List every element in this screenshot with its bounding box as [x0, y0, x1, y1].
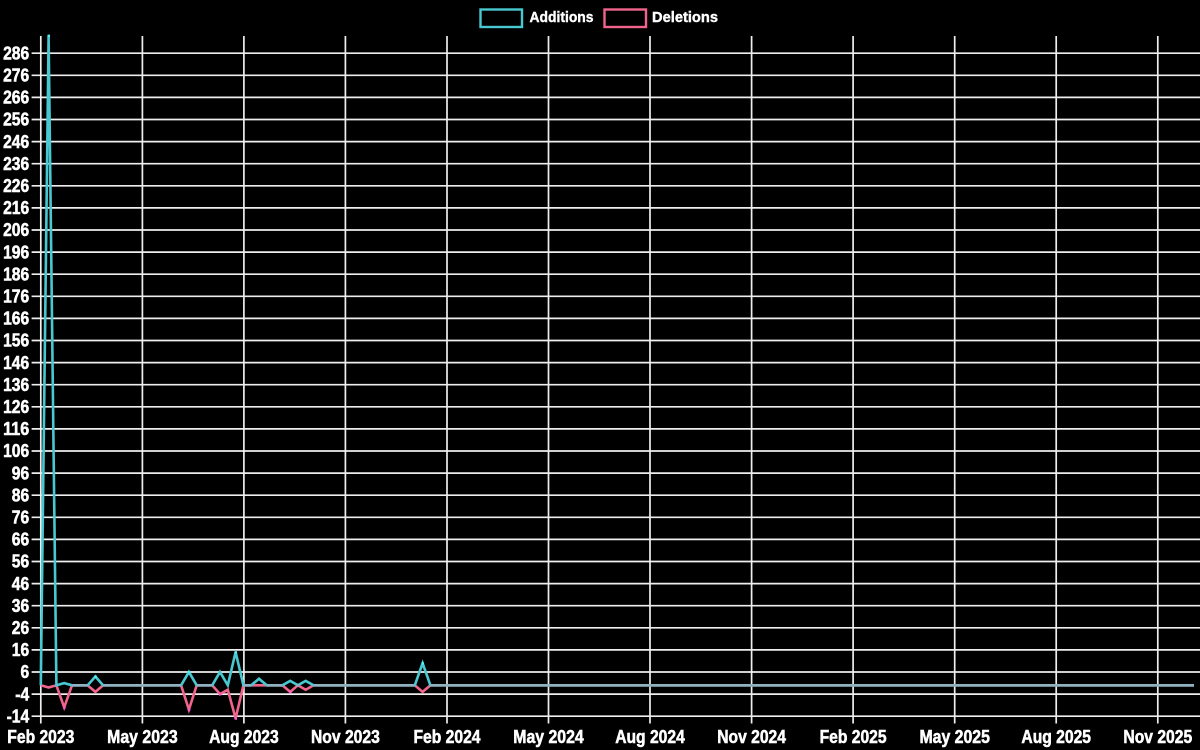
svg-text:Feb 2023: Feb 2023	[7, 727, 74, 747]
svg-text:136: 136	[3, 375, 29, 395]
svg-text:266: 266	[3, 88, 29, 108]
svg-text:May 2024: May 2024	[513, 727, 584, 747]
svg-text:276: 276	[3, 66, 29, 86]
svg-text:Nov 2024: Nov 2024	[717, 727, 786, 747]
svg-text:236: 236	[3, 154, 29, 174]
svg-text:6: 6	[21, 662, 30, 682]
svg-text:Additions: Additions	[530, 10, 594, 26]
svg-text:126: 126	[3, 397, 29, 417]
svg-text:Nov 2025: Nov 2025	[1123, 727, 1192, 747]
svg-text:96: 96	[12, 463, 29, 483]
svg-text:Aug 2023: Aug 2023	[209, 727, 279, 747]
svg-text:Aug 2025: Aug 2025	[1021, 727, 1091, 747]
svg-text:May 2023: May 2023	[107, 727, 178, 747]
svg-text:16: 16	[12, 640, 29, 660]
svg-text:226: 226	[3, 176, 29, 196]
svg-text:216: 216	[3, 198, 29, 218]
svg-text:146: 146	[3, 353, 29, 373]
svg-text:36: 36	[12, 596, 29, 616]
svg-text:Feb 2024: Feb 2024	[414, 727, 481, 747]
svg-text:106: 106	[3, 441, 29, 461]
svg-text:166: 166	[3, 309, 29, 329]
svg-text:Nov 2023: Nov 2023	[311, 727, 380, 747]
svg-text:Aug 2024: Aug 2024	[615, 727, 685, 747]
svg-text:76: 76	[12, 508, 29, 528]
svg-text:246: 246	[3, 132, 29, 152]
svg-text:56: 56	[12, 552, 29, 572]
svg-text:186: 186	[3, 264, 29, 284]
svg-text:Deletions: Deletions	[652, 10, 718, 26]
svg-text:Feb 2025: Feb 2025	[820, 727, 887, 747]
svg-text:46: 46	[12, 574, 29, 594]
svg-text:86: 86	[12, 485, 29, 505]
svg-text:156: 156	[3, 331, 29, 351]
svg-text:116: 116	[3, 419, 29, 439]
svg-text:256: 256	[3, 110, 29, 130]
svg-text:176: 176	[3, 287, 29, 307]
svg-text:206: 206	[3, 220, 29, 240]
svg-text:May 2025: May 2025	[919, 727, 990, 747]
svg-text:26: 26	[12, 618, 29, 638]
svg-text:196: 196	[3, 242, 29, 262]
svg-text:-14: -14	[7, 706, 30, 726]
svg-text:286: 286	[3, 43, 29, 63]
svg-text:66: 66	[12, 530, 29, 550]
svg-text:-4: -4	[15, 684, 29, 704]
